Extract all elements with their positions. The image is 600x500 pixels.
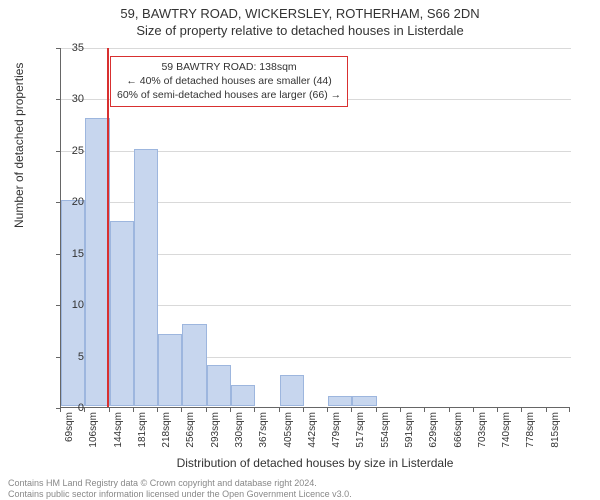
x-tick-mark (133, 407, 134, 412)
x-tick-mark (230, 407, 231, 412)
x-tick-mark (303, 407, 304, 412)
histogram-bar (134, 149, 158, 406)
x-tick-mark (351, 407, 352, 412)
footer-attribution: Contains HM Land Registry data © Crown c… (8, 478, 352, 500)
footer-line1: Contains HM Land Registry data © Crown c… (8, 478, 352, 489)
histogram-bar (352, 396, 376, 406)
x-tick-mark (376, 407, 377, 412)
x-tick-mark (181, 407, 182, 412)
x-tick-mark (497, 407, 498, 412)
x-tick-label: 591sqm (404, 412, 415, 448)
y-tick-label: 10 (54, 299, 84, 311)
x-tick-mark (157, 407, 158, 412)
x-tick-label: 740sqm (501, 412, 512, 448)
x-tick-label: 554sqm (380, 412, 391, 448)
x-tick-mark (569, 407, 570, 412)
histogram-bar (182, 324, 206, 406)
x-tick-mark (449, 407, 450, 412)
y-tick-label: 30 (54, 93, 84, 105)
x-tick-label: 703sqm (477, 412, 488, 448)
chart-area: 69sqm106sqm144sqm181sqm218sqm256sqm293sq… (60, 48, 570, 408)
annotation-line: ← 40% of detached houses are smaller (44… (117, 74, 341, 88)
annotation-line: 60% of semi-detached houses are larger (… (117, 88, 341, 102)
x-tick-label: 106sqm (88, 412, 99, 448)
x-tick-label: 367sqm (258, 412, 269, 448)
histogram-bar (231, 385, 255, 406)
x-tick-mark (254, 407, 255, 412)
x-tick-mark (279, 407, 280, 412)
x-tick-mark (327, 407, 328, 412)
grid-line (61, 48, 571, 49)
title-subtitle: Size of property relative to detached ho… (0, 21, 600, 38)
x-tick-label: 293sqm (210, 412, 221, 448)
y-tick-label: 35 (54, 42, 84, 54)
x-tick-mark (84, 407, 85, 412)
y-tick-label: 5 (54, 351, 84, 363)
x-tick-label: 778sqm (525, 412, 536, 448)
x-tick-mark (206, 407, 207, 412)
x-tick-label: 479sqm (331, 412, 342, 448)
x-tick-label: 69sqm (64, 412, 75, 442)
x-tick-label: 218sqm (161, 412, 172, 448)
x-tick-label: 330sqm (234, 412, 245, 448)
reference-line (107, 48, 109, 407)
y-tick-label: 0 (54, 402, 84, 414)
x-tick-mark (521, 407, 522, 412)
x-tick-label: 442sqm (307, 412, 318, 448)
x-tick-mark (546, 407, 547, 412)
x-tick-mark (424, 407, 425, 412)
x-tick-mark (109, 407, 110, 412)
footer-line2: Contains public sector information licen… (8, 489, 352, 500)
x-tick-label: 629sqm (428, 412, 439, 448)
x-tick-label: 815sqm (550, 412, 561, 448)
histogram-bar (207, 365, 231, 406)
y-tick-label: 25 (54, 145, 84, 157)
histogram-bar (328, 396, 352, 406)
title-address: 59, BAWTRY ROAD, WICKERSLEY, ROTHERHAM, … (0, 0, 600, 21)
y-tick-label: 20 (54, 196, 84, 208)
x-tick-label: 405sqm (283, 412, 294, 448)
annotation-line: 59 BAWTRY ROAD: 138sqm (117, 60, 341, 74)
histogram-bar (158, 334, 182, 406)
x-tick-label: 181sqm (137, 412, 148, 448)
x-tick-mark (473, 407, 474, 412)
annotation-box: 59 BAWTRY ROAD: 138sqm← 40% of detached … (110, 56, 348, 107)
x-tick-label: 256sqm (185, 412, 196, 448)
x-tick-label: 666sqm (453, 412, 464, 448)
y-axis-label: Number of detached properties (12, 63, 26, 228)
histogram-bar (85, 118, 109, 406)
x-tick-label: 144sqm (113, 412, 124, 448)
x-tick-label: 517sqm (355, 412, 366, 448)
histogram-bar (280, 375, 304, 406)
x-axis-label: Distribution of detached houses by size … (60, 456, 570, 470)
chart-container: 59, BAWTRY ROAD, WICKERSLEY, ROTHERHAM, … (0, 0, 600, 500)
histogram-bar (110, 221, 134, 406)
y-tick-label: 15 (54, 248, 84, 260)
x-tick-mark (400, 407, 401, 412)
